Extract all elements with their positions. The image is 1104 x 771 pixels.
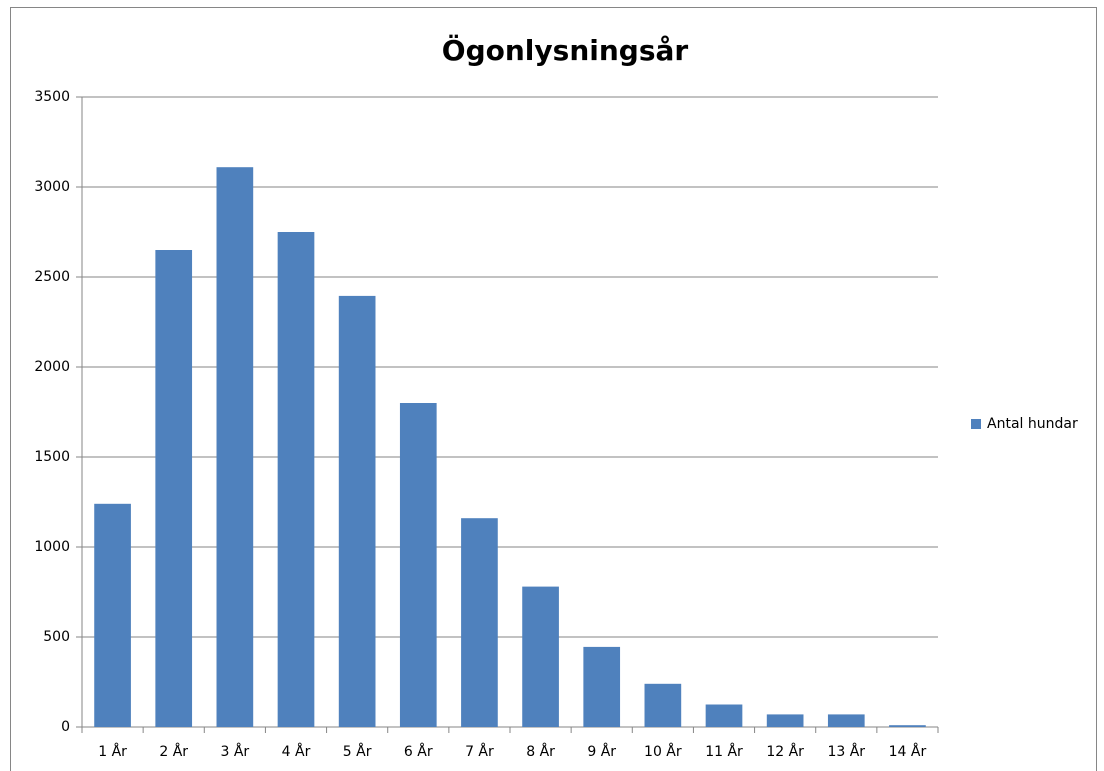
x-tick-label: 11 År	[705, 743, 743, 760]
y-tick-label: 2500	[34, 269, 70, 285]
bar	[399, 403, 437, 727]
x-tick-label: 12 År	[766, 743, 804, 760]
bar	[827, 714, 865, 727]
legend-label: Antal hundar	[987, 416, 1078, 432]
bar	[705, 704, 743, 727]
x-tick-label: 5 År	[343, 743, 372, 760]
bar	[583, 646, 621, 727]
chart-title: Ögonlysningsår	[442, 33, 689, 67]
y-tick-label: 3000	[34, 179, 70, 195]
bar	[766, 714, 804, 727]
bar	[94, 503, 131, 727]
y-tick-label: 1000	[34, 539, 70, 555]
legend-swatch	[971, 419, 981, 429]
bar	[461, 518, 498, 727]
x-tick-label: 2 År	[159, 743, 188, 760]
x-tick-label: 6 År	[404, 743, 433, 760]
y-tick-label: 3500	[34, 89, 70, 105]
x-tick-label: 3 År	[221, 743, 250, 760]
y-tick-label: 2000	[34, 359, 70, 375]
bar	[889, 725, 926, 727]
bar	[644, 683, 682, 727]
x-tick-label: 13 År	[827, 743, 865, 760]
y-tick-label: 500	[43, 629, 70, 645]
y-tick-label: 0	[61, 719, 70, 735]
x-tick-label: 7 År	[465, 743, 494, 760]
x-tick-label: 1 År	[98, 743, 127, 760]
bar	[338, 295, 376, 727]
y-tick-label: 1500	[34, 449, 70, 465]
x-tick-label: 9 År	[587, 743, 616, 760]
x-tick-label: 4 År	[282, 743, 311, 760]
bar	[277, 232, 315, 727]
x-tick-label: 10 År	[644, 743, 682, 760]
x-tick-label: 8 År	[526, 743, 555, 760]
bar	[155, 250, 193, 727]
bar	[522, 586, 559, 727]
bar	[216, 167, 254, 727]
x-tick-label: 14 År	[889, 743, 927, 760]
